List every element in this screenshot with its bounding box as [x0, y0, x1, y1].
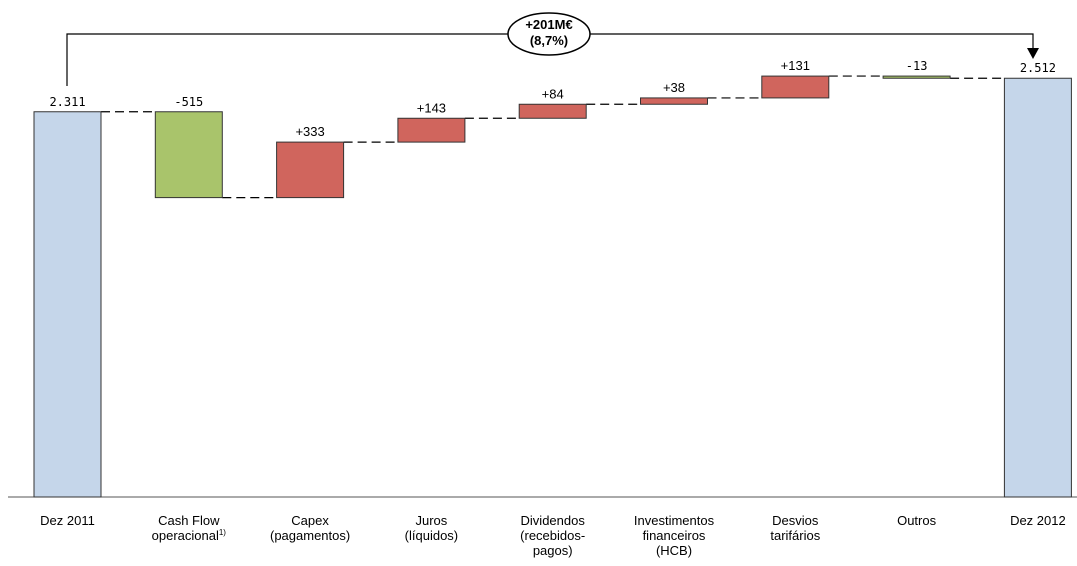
annotation-arrow-head [1027, 48, 1039, 59]
category-label-6: Desvios tarifários [770, 513, 820, 543]
bar-8 [1003, 77, 1072, 498]
bar-7 [882, 75, 951, 79]
bar-4 [518, 103, 587, 119]
category-label-1: Cash Flow operacional1) [152, 513, 227, 543]
value-label-8: 2.512 [1020, 61, 1056, 75]
bar-1 [154, 111, 223, 199]
category-label-3: Juros (líquidos) [405, 513, 458, 543]
value-labels-group: 2.311 -515 +333 +143 +84 +38 +131 -13 2.512 [49, 58, 1056, 139]
total-change-annotation: +201M€ (8,7%) [66, 12, 1039, 86]
annotation-ellipse [507, 12, 591, 56]
category-label-0: Dez 2011 [40, 513, 95, 528]
category-label-2: Capex (pagamentos) [270, 513, 350, 543]
category-label-4: Dividendos (recebidos-pagos) [520, 513, 585, 558]
value-label-3: +143 [417, 100, 446, 115]
category-label-5: Investimentos financeiros (HCB) [634, 513, 715, 558]
bar-5 [640, 97, 708, 105]
category-labels-group: Dez 2011 Cash Flow operacional1) Capex (paga… [40, 513, 1066, 558]
value-label-0: 2.311 [49, 95, 85, 109]
annotation-line-2: (8,7%) [530, 33, 568, 48]
bars-group [33, 75, 1072, 498]
category-label-8: Dez 2012 [1010, 513, 1066, 528]
bar-2 [276, 141, 345, 199]
bar-3 [397, 117, 466, 143]
bar-0 [33, 111, 102, 498]
annotation-line-1: +201M€ [525, 17, 572, 32]
value-label-5: +38 [663, 80, 685, 95]
value-label-6: +131 [781, 58, 810, 73]
value-label-4: +84 [542, 86, 564, 101]
bar-6 [761, 75, 830, 99]
value-label-7: -13 [906, 59, 928, 73]
connector-lines [101, 75, 1005, 199]
category-label-7: Outros [897, 513, 937, 528]
value-label-1: -515 [174, 95, 203, 109]
value-label-2: +333 [295, 124, 324, 139]
